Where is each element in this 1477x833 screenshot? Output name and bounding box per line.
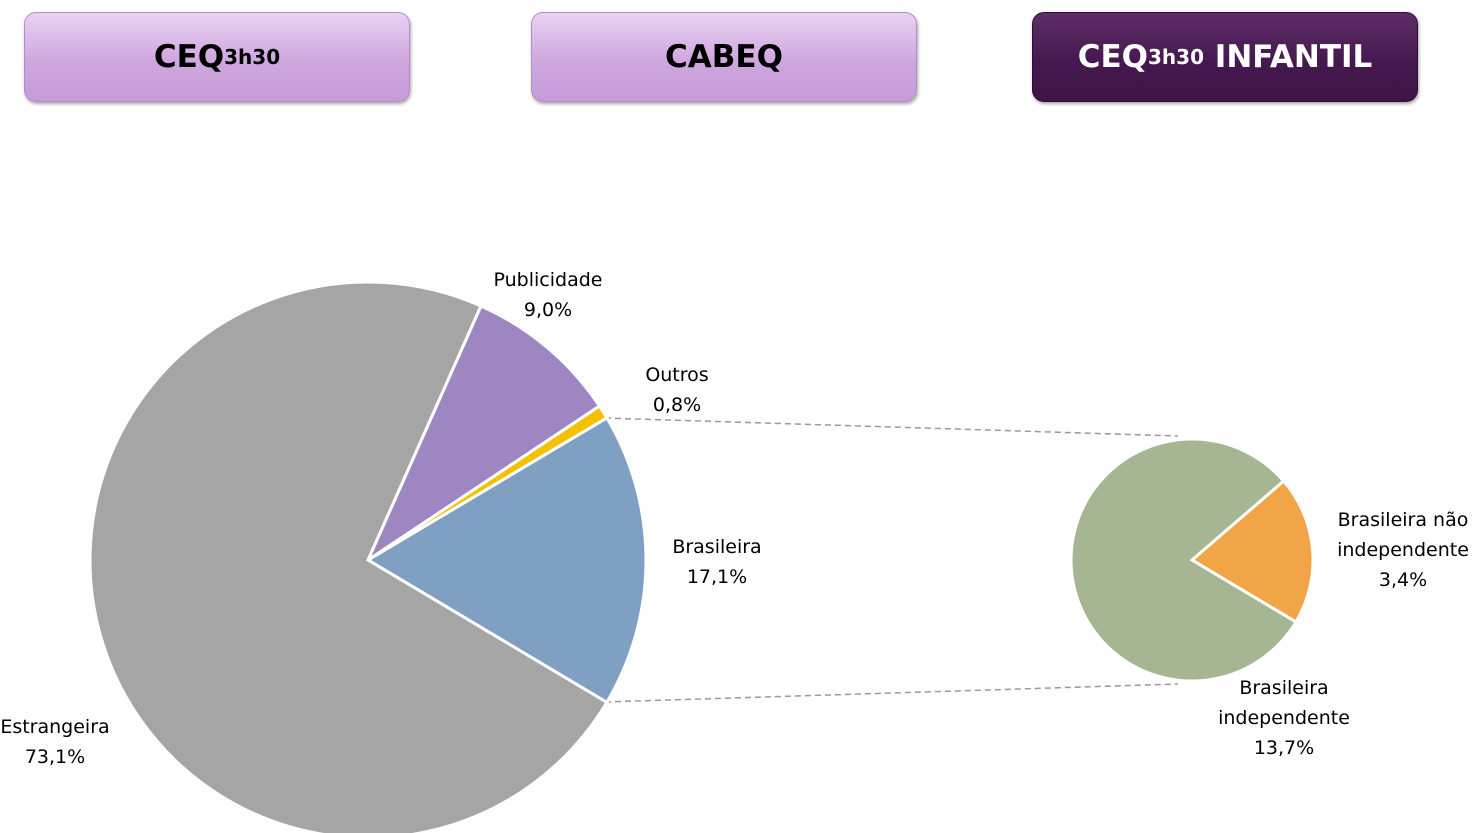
button-text: CEQ <box>1077 39 1148 75</box>
tab-button[interactable]: CABEQ <box>531 12 917 102</box>
value-label: 0,8% <box>652 394 702 416</box>
slice-label: Brasileira independente 13,7% <box>1204 673 1364 763</box>
category-label: Brasileira não independente <box>1337 509 1469 561</box>
slice-label: Brasileira 17,1% <box>672 532 761 592</box>
value-label: 13,7% <box>1253 737 1315 759</box>
button-sup: 3h30 <box>1148 45 1204 69</box>
category-label: Brasileira independente <box>1218 677 1350 729</box>
pie-slice <box>364 303 602 565</box>
button-text: CABEQ <box>665 39 783 75</box>
value-label: 17,1% <box>686 566 748 588</box>
button-text: INFANTIL <box>1214 39 1373 75</box>
pie-slice <box>1069 437 1298 683</box>
category-label: Estrangeira <box>0 716 110 738</box>
connector <box>604 417 1179 437</box>
category-label: Brasileira <box>672 536 762 558</box>
pie-slice <box>88 280 609 833</box>
value-label: 3,4% <box>1378 569 1428 591</box>
slice-label: Brasileira não independente 3,4% <box>1323 505 1477 595</box>
slice-label: Estrangeira 73,1% <box>0 712 109 772</box>
pie-slice <box>1189 478 1315 625</box>
category-label: Publicidade <box>493 269 603 291</box>
tab-button[interactable]: CEQ 3h30 <box>24 12 410 102</box>
category-label: Outros <box>645 364 709 386</box>
button-sup: 3h30 <box>224 45 281 69</box>
value-label: 9,0% <box>523 299 573 321</box>
connector <box>604 683 1179 703</box>
tab-button[interactable]: CEQ 3h30 INFANTIL <box>1032 12 1418 102</box>
pie-slice <box>365 415 648 705</box>
button-text: CEQ <box>153 39 225 75</box>
value-label: 73,1% <box>24 746 86 768</box>
slice-label: Outros 0,8% <box>645 360 708 420</box>
slice-label: Publicidade 9,0% <box>494 265 603 325</box>
